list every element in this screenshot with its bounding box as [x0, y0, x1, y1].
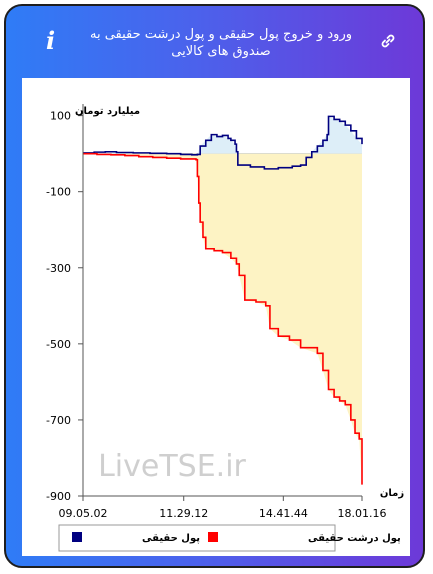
legend-swatch-real[interactable] — [72, 532, 82, 542]
x-tick-label: 14.41.44 — [259, 507, 308, 520]
y-axis-label: میلیارد تومان — [75, 106, 140, 117]
chart-title: ورود و خروج پول حقیقی و پول درشت حقیقی ب… — [89, 27, 352, 59]
y-tick-label: -100 — [46, 186, 71, 199]
y-tick-label: -700 — [46, 414, 71, 427]
x-tick-label: 11.29.12 — [159, 507, 208, 520]
legend-box — [58, 524, 336, 552]
legend-label-real[interactable]: پول حقیقی — [142, 533, 200, 544]
series-lines — [83, 115, 363, 485]
y-tick-label: 100 — [50, 110, 71, 123]
x-tick-label: 18.01.16 — [338, 507, 387, 520]
watermark-text: LiveTSE.ir — [98, 449, 246, 484]
legend: پول حقیقی پول درشت حقیقی — [58, 524, 401, 552]
x-tick-label: 09.05.02 — [59, 507, 108, 520]
area-fills — [83, 116, 362, 485]
y-tick-label: -900 — [46, 490, 71, 503]
x-axis-label: زمان — [380, 488, 404, 499]
y-tick-label: -300 — [46, 262, 71, 275]
link-icon[interactable] — [379, 32, 397, 50]
card-header: i ورود و خروج پول حقیقی و پول درشت حقیقی… — [6, 6, 423, 78]
chart-svg: 100 -100 -300 -500 -700 -900 09.05.02 11.29.12 1… — [46, 104, 404, 552]
legend-swatch-big[interactable] — [208, 532, 218, 542]
chart-panel: 100 -100 -300 -500 -700 -900 09.05.02 11.29.12 1… — [22, 78, 410, 556]
legend-label-big[interactable]: پول درشت حقیقی — [308, 533, 401, 544]
chart-card: i ورود و خروج پول حقیقی و پول درشت حقیقی… — [4, 4, 425, 568]
y-tick-label: -500 — [46, 338, 71, 351]
area-fill-negative-1 — [83, 153, 362, 485]
series-line-big — [83, 152, 363, 485]
series-line-real — [83, 115, 363, 170]
info-icon[interactable]: i — [46, 26, 56, 55]
axes: 100 -100 -300 -500 -700 -900 09.05.02 11.29.12 1… — [46, 104, 386, 520]
